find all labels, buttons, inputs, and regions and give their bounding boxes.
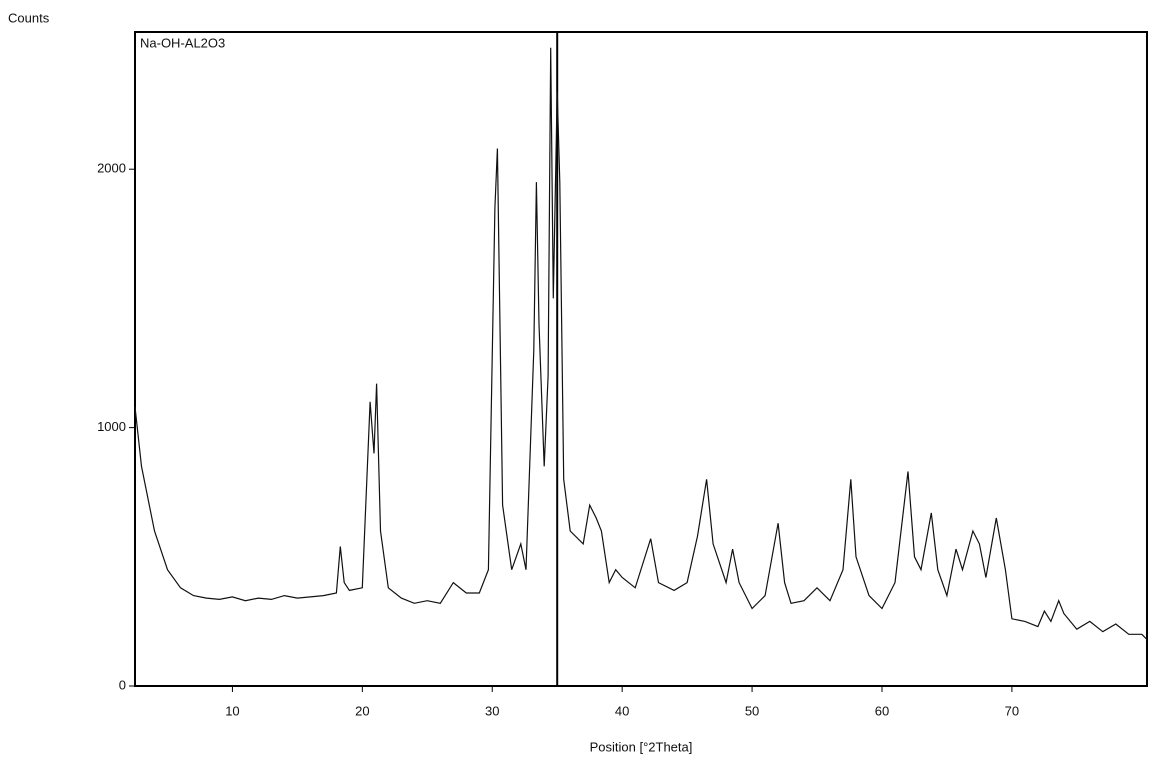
x-tick-label: 70	[1005, 703, 1019, 718]
x-tick-label: 30	[485, 703, 499, 718]
y-tick-label: 2000	[97, 161, 126, 176]
y-tick-label: 1000	[97, 419, 126, 434]
legend-label: Na-OH-AL2O3	[140, 35, 225, 50]
data-line	[134, 47, 1148, 640]
x-tick-label: 50	[745, 703, 759, 718]
x-axis-title: Position [°2Theta]	[590, 739, 693, 754]
y-axis-title: Counts	[8, 10, 50, 25]
x-tick-label: 20	[355, 703, 369, 718]
plot-frame	[134, 31, 1148, 687]
x-tick-label: 60	[875, 703, 889, 718]
y-tick-label: 0	[119, 677, 126, 692]
x-tick-label: 10	[225, 703, 239, 718]
x-tick-label: 40	[615, 703, 629, 718]
